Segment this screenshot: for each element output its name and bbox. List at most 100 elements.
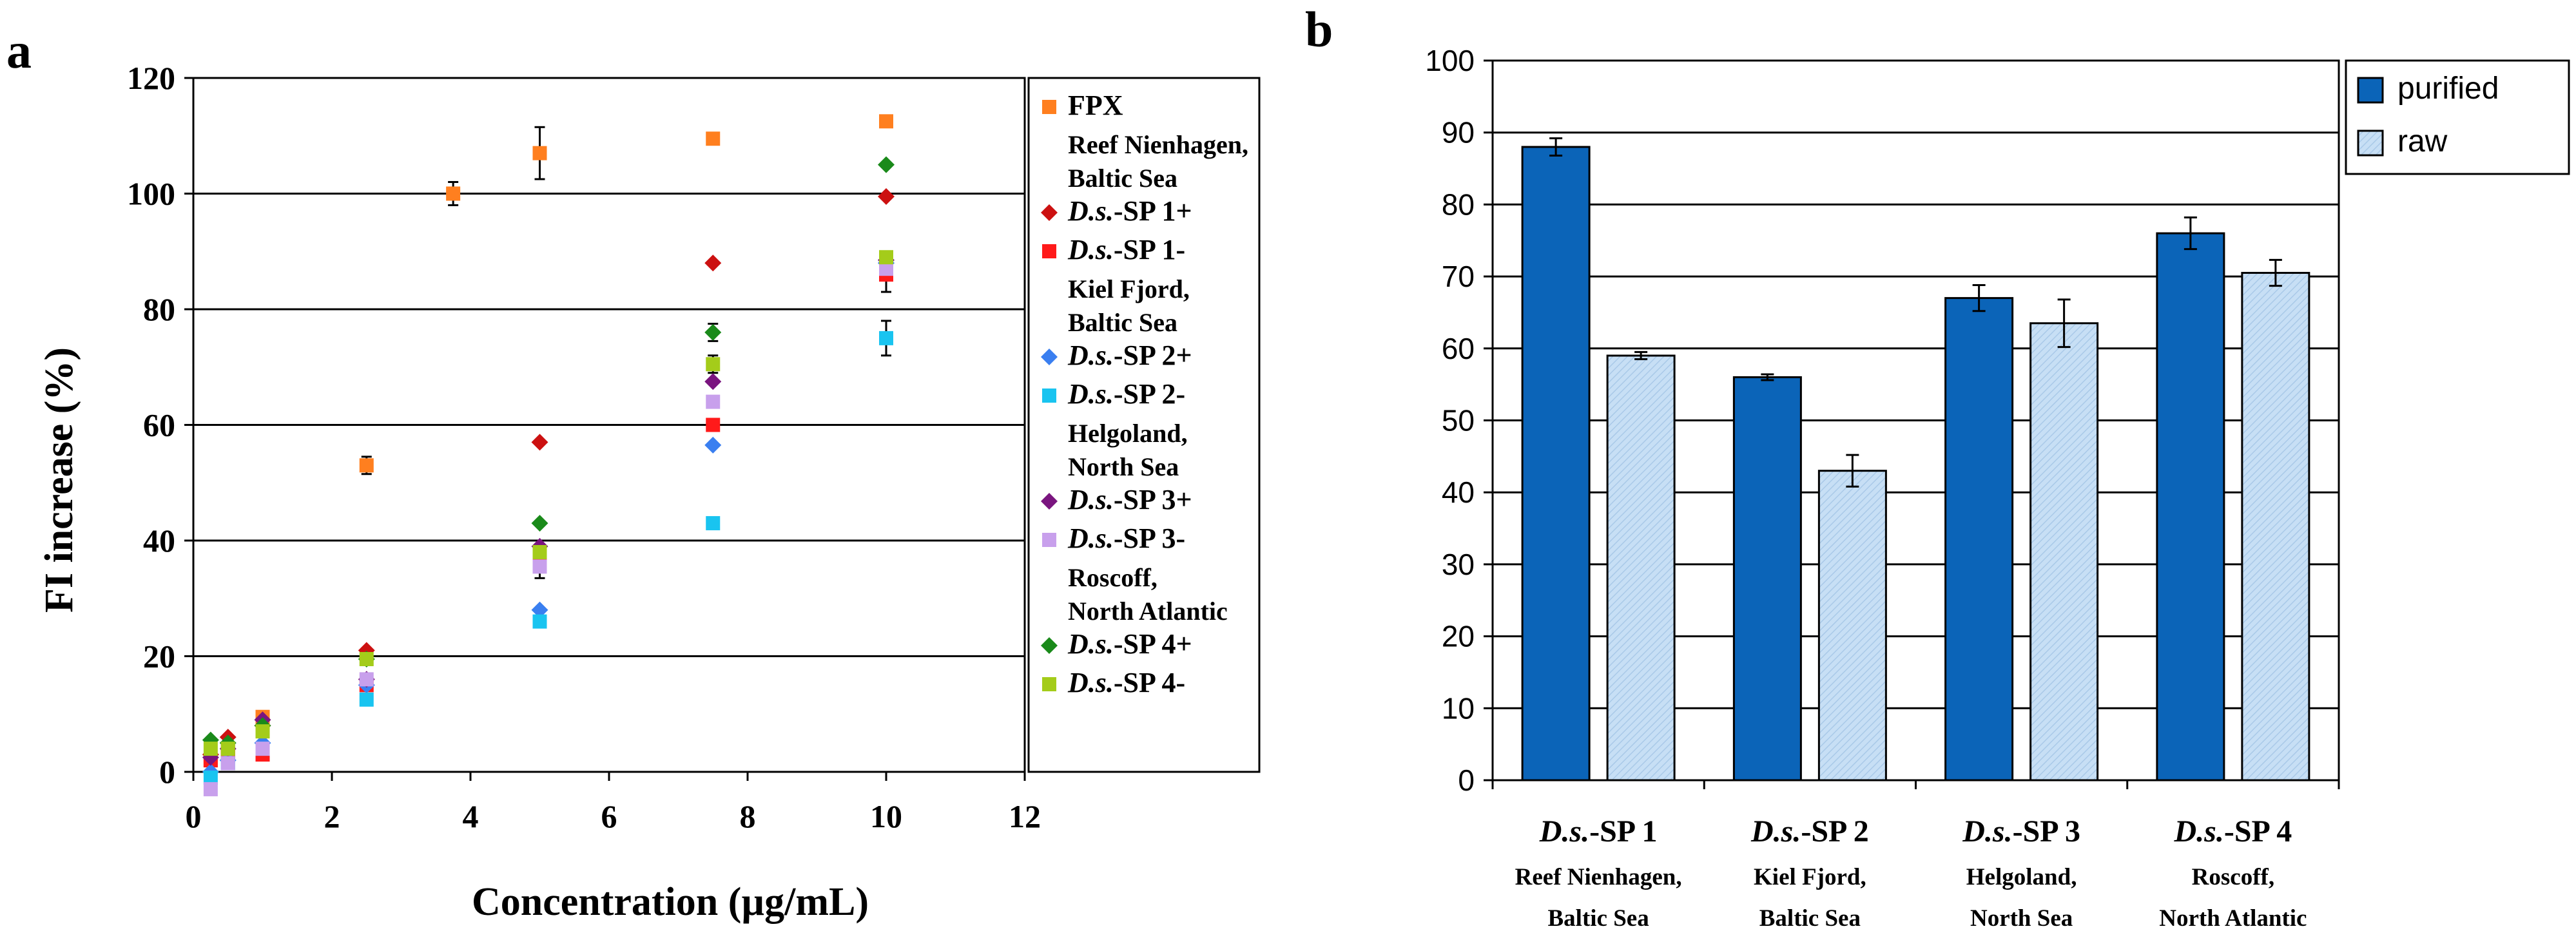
scatter-x-tick-label: 0 (186, 798, 202, 834)
bar-category-sub2: Baltic Sea (1548, 905, 1649, 932)
scatter-legend-label: FPX (1068, 90, 1123, 121)
scatter-legend-label: D.s.-SP 1+ (1067, 195, 1192, 227)
scatter-legend-marker (1041, 493, 1058, 510)
bar-error-bars (1549, 137, 2282, 488)
bar-purified (1521, 146, 1591, 782)
scatter-legend-label-italic: D.s. (1067, 378, 1114, 410)
scatter-points (202, 114, 895, 796)
scatter-legend-label: D.s.-SP 4+ (1067, 628, 1192, 660)
scatter-point-sp4m (220, 742, 235, 756)
bar-category-name-rest: -SP 2 (1801, 814, 1868, 849)
bar-category-name-italic: D.s. (2174, 814, 2224, 849)
bar-y-tick-label: 60 (1442, 332, 1475, 365)
bar-category-name-rest: -SP 1 (1589, 814, 1657, 849)
bar-legend: purified raw (2345, 59, 2570, 175)
scatter-legend-label-italic: D.s. (1067, 484, 1114, 515)
scatter-legend-group-header: North Sea (1068, 452, 1179, 481)
bar-category-name-rest: -SP 3 (2013, 814, 2080, 849)
scatter-legend-label-rest: -SP 1- (1114, 234, 1185, 265)
scatter-legend-label-rest: -SP 3+ (1114, 484, 1192, 515)
scatter-point-sp4m (879, 250, 893, 265)
scatter-point-sp3m (220, 756, 235, 771)
bar-category-name: D.s.-SP 1 (1539, 814, 1658, 849)
scatter-point-sp2m (203, 770, 218, 785)
scatter-legend-marker (1041, 637, 1058, 654)
scatter-x-tick-label: 2 (324, 798, 340, 834)
scatter-y-tick-label: 40 (143, 523, 175, 559)
scatter-legend-label-italic: D.s. (1067, 628, 1114, 660)
scatter-point-sp1p (531, 434, 548, 451)
bar-category-sub1: Reef Nienhagen, (1515, 864, 1682, 890)
scatter-legend-label: D.s.-SP 3- (1067, 523, 1185, 554)
scatter-point-sp4p (531, 515, 548, 532)
scatter-point-sp3m (359, 672, 374, 687)
scatter-legend-group-header: Kiel Fjord, (1068, 274, 1190, 303)
scatter-legend-label: D.s.-SP 4- (1067, 667, 1185, 698)
scatter-legend-group-header: Roscoff, (1068, 563, 1157, 592)
scatter-legend-marker (1042, 100, 1056, 114)
bar-category-sub1: Kiel Fjord, (1754, 864, 1866, 890)
scatter-legend-marker (1042, 677, 1056, 691)
bar-y-tick-label: 30 (1442, 548, 1475, 581)
bar-category-name-rest: -SP 4 (2224, 814, 2292, 849)
bar-legend-swatch (2357, 129, 2384, 157)
bar-raw (2029, 322, 2099, 782)
scatter-legend-label-italic: D.s. (1067, 523, 1114, 554)
bar-y-tick-label: 10 (1442, 691, 1475, 725)
scatter-legend-label: D.s.-SP 2- (1067, 378, 1185, 410)
bar-category-sub2: North Atlantic (2159, 905, 2307, 932)
scatter-x-tick-label: 4 (463, 798, 479, 834)
bar-y-tick-label: 40 (1442, 475, 1475, 509)
bar-y-tick-label: 50 (1442, 404, 1475, 437)
scatter-x-tick-label: 12 (1009, 798, 1041, 834)
scatter-legend-marker (1042, 388, 1056, 403)
scatter-point-sp2m (359, 692, 374, 707)
bar-category-name: D.s.-SP 4 (2174, 814, 2292, 849)
scatter-legend-label-italic: D.s. (1067, 667, 1114, 698)
scatter-point-FPX (706, 131, 721, 146)
scatter-y-ticks: 0 20 40 60 80 100 120 (127, 60, 193, 790)
bar-purified (2156, 232, 2225, 782)
scatter-y-tick-label: 0 (159, 754, 175, 790)
scatter-point-sp1p (704, 254, 722, 272)
bar-category-sub1: Roscoff, (2192, 864, 2274, 890)
scatter-legend-group-header: Helgoland, (1068, 419, 1188, 448)
scatter-legend-label-rest: -SP 4- (1114, 667, 1185, 698)
scatter-legend-label-rest: -SP 4+ (1114, 628, 1192, 660)
scatter-x-tick-label: 10 (870, 798, 902, 834)
scatter-legend-label-italic: D.s. (1067, 234, 1114, 265)
scatter-legend-label-rest: -SP 2+ (1114, 340, 1192, 371)
scatter-error-bars (361, 114, 891, 579)
scatter-point-sp4m (706, 357, 721, 372)
scatter-point-sp2p (704, 436, 722, 454)
scatter-y-tick-label: 120 (127, 60, 175, 96)
bar-raw (2241, 272, 2310, 782)
scatter-point-sp3m (532, 559, 547, 574)
scatter-legend-marker (1042, 533, 1056, 547)
scatter-y-tick-label: 20 (143, 638, 175, 675)
bar-raw (1817, 470, 1887, 782)
bar-bars (1521, 146, 2310, 782)
scatter-point-sp4m (203, 742, 218, 756)
scatter-legend-label: D.s.-SP 2+ (1067, 340, 1192, 371)
scatter-legend-marker (1041, 204, 1058, 221)
scatter-legend-label-italic: D.s. (1067, 340, 1114, 371)
scatter-point-sp4m (359, 651, 374, 666)
bar-legend-label: purified (2397, 72, 2499, 106)
bar-legend-swatch (2357, 77, 2384, 104)
bar-category-name: D.s.-SP 2 (1750, 814, 1869, 849)
scatter-y-tick-label: 60 (143, 407, 175, 443)
panel-label-a: a (6, 23, 32, 79)
scatter-x-tick-label: 6 (601, 798, 617, 834)
scatter-point-sp2m (706, 516, 721, 531)
scatter-legend-group-header: Reef Nienhagen, (1068, 130, 1248, 159)
scatter-point-sp3m (706, 394, 721, 409)
bar-category-sub2: North Sea (1970, 905, 2073, 932)
bar-y-tick-label: 70 (1442, 260, 1475, 293)
scatter-point-sp3m (255, 742, 270, 756)
scatter-x-ticks: 0 2 4 6 8 10 12 (186, 772, 1041, 834)
scatter-legend-label: D.s.-SP 1- (1067, 234, 1185, 265)
bar-category-sub1: Helgoland, (1966, 864, 2077, 890)
scatter-point-sp2m (532, 614, 547, 629)
